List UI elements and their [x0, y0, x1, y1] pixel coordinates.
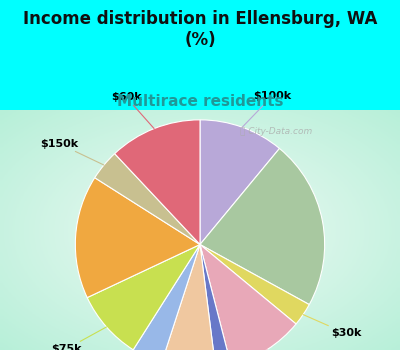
Text: $10k: $10k [0, 349, 1, 350]
Wedge shape [95, 154, 200, 245]
Text: $150k: $150k [40, 139, 104, 165]
Text: $20k: $20k [0, 349, 1, 350]
Wedge shape [200, 245, 296, 350]
Wedge shape [200, 148, 325, 304]
Text: $40k: $40k [0, 349, 1, 350]
Text: $200k: $200k [0, 349, 1, 350]
Wedge shape [200, 245, 309, 324]
Wedge shape [115, 120, 200, 245]
Text: $100k: $100k [242, 91, 292, 127]
Wedge shape [75, 178, 200, 298]
Text: $50k: $50k [0, 349, 1, 350]
Text: Income distribution in Ellensburg, WA
(%): Income distribution in Ellensburg, WA (%… [23, 10, 377, 49]
Text: $30k: $30k [303, 315, 361, 338]
Wedge shape [87, 245, 200, 350]
Wedge shape [200, 245, 231, 350]
Text: ⓘ City-Data.com: ⓘ City-Data.com [240, 127, 313, 136]
Text: $60k: $60k [111, 92, 154, 128]
Wedge shape [133, 245, 200, 350]
Text: $75k: $75k [51, 327, 106, 350]
Wedge shape [200, 120, 280, 245]
Wedge shape [162, 245, 216, 350]
Text: Multirace residents: Multirace residents [117, 94, 283, 110]
